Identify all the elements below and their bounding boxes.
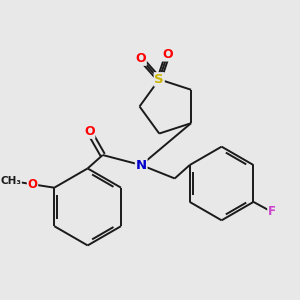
Text: F: F <box>268 206 276 218</box>
Text: N: N <box>136 159 147 172</box>
Text: S: S <box>154 73 164 86</box>
Text: CH₃: CH₃ <box>0 176 21 186</box>
Text: O: O <box>84 125 94 138</box>
Text: O: O <box>136 52 146 65</box>
Text: O: O <box>162 48 173 61</box>
Text: O: O <box>28 178 38 191</box>
